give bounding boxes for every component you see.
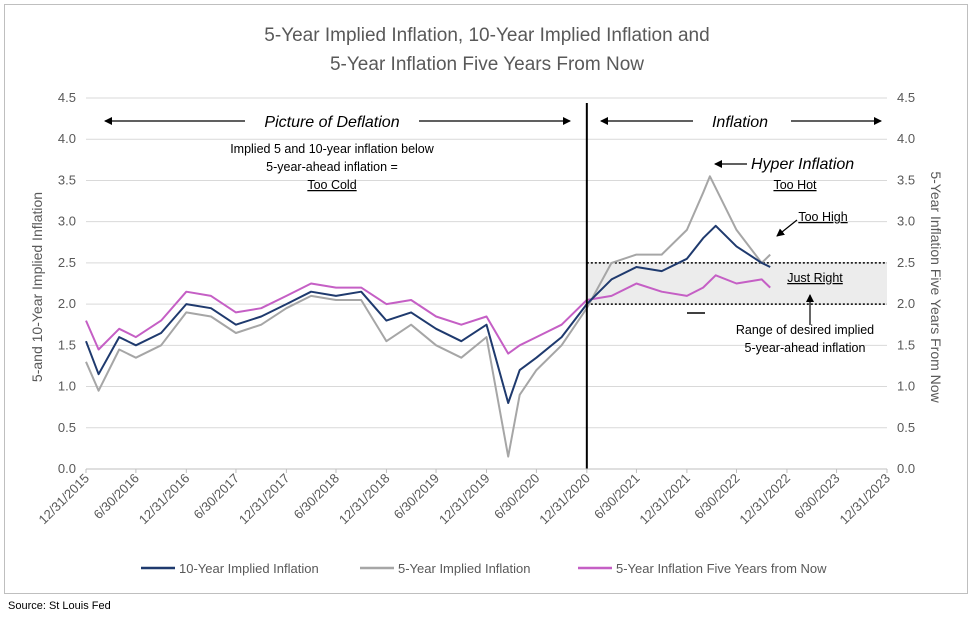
x-tick-label: 12/31/2015 [35, 471, 92, 528]
x-tick-label: 12/31/2021 [636, 471, 693, 528]
x-tick-label: 6/30/2017 [191, 471, 243, 523]
y-axis-left-ticks: 0.0 0.5 1.0 1.5 2.0 2.5 3.0 3.5 4.0 4.5 [58, 90, 76, 476]
legend-label-10yr: 10-Year Implied Inflation [179, 561, 319, 576]
x-tick-label: 6/30/2021 [591, 471, 643, 523]
x-tick-label: 12/31/2022 [736, 471, 793, 528]
y-tick-label-right: 0.5 [897, 420, 915, 435]
y-tick-label-left: 1.0 [58, 379, 76, 394]
gridlines [86, 97, 887, 429]
y-tick-label-right: 0.0 [897, 461, 915, 476]
x-tick-label: 6/30/2016 [91, 471, 143, 523]
range-note-line-2: 5-year-ahead inflation [745, 341, 866, 355]
range-note-line-1: Range of desired implied [736, 323, 874, 337]
series-line-2 [85, 274, 771, 355]
just-right-label: Just Right [787, 271, 843, 285]
chart-title-line-2: 5-Year Inflation Five Years From Now [330, 54, 644, 75]
series-layer [85, 175, 771, 458]
deflation-note-line-2: 5-year-ahead inflation = [266, 160, 398, 174]
too-cold-label: Too Cold [307, 178, 356, 192]
x-tick-label: 6/30/2023 [791, 471, 843, 523]
series-line-0 [85, 224, 771, 404]
y-tick-label-left: 4.0 [58, 131, 76, 146]
x-tick-label: 12/31/2023 [836, 471, 893, 528]
series-line-1 [85, 175, 771, 458]
too-hot-label: Too Hot [773, 178, 817, 192]
too-high-arrow [776, 219, 798, 237]
y-tick-label-right: 4.5 [897, 90, 915, 105]
y-tick-label-right: 1.0 [897, 379, 915, 394]
x-tick-label: 12/31/2019 [436, 471, 493, 528]
y-tick-label-right: 2.5 [897, 255, 915, 270]
x-tick-label: 6/30/2018 [291, 471, 343, 523]
y-tick-label-right: 3.0 [897, 214, 915, 229]
chart-title-line-1: 5-Year Implied Inflation, 10-Year Implie… [264, 25, 709, 46]
legend-label-5yr: 5-Year Implied Inflation [398, 561, 531, 576]
x-tick-label: 12/31/2018 [336, 471, 393, 528]
y-axis-right-title: 5-Year Inflation Five Years From Now [928, 171, 944, 403]
deflation-label: Picture of Deflation [264, 114, 399, 131]
source-note: Source: St Louis Fed [8, 600, 111, 612]
too-high-label: Too High [798, 210, 847, 224]
y-tick-label-left: 1.5 [58, 337, 76, 352]
x-tick-label: 12/31/2020 [536, 471, 593, 528]
legend: 10-Year Implied Inflation 5-Year Implied… [141, 561, 827, 576]
y-tick-label-left: 3.5 [58, 172, 76, 187]
x-tick-label: 12/31/2017 [236, 471, 293, 528]
y-axis-left-title: 5-and 10-Year Implied Inflation [29, 192, 45, 382]
chart-frame: 5-Year Implied Inflation, 10-Year Implie… [4, 4, 968, 594]
y-tick-label-left: 0.5 [58, 420, 76, 435]
x-tick-label: 6/30/2019 [391, 471, 443, 523]
deflation-note-line-1: Implied 5 and 10-year inflation below [230, 142, 435, 156]
x-tick-label: 12/31/2016 [136, 471, 193, 528]
hyper-inflation-label: Hyper Inflation [751, 156, 854, 173]
y-tick-label-right: 2.0 [897, 296, 915, 311]
x-axis-ticks: 12/31/20156/30/201612/31/20166/30/201712… [35, 469, 893, 527]
x-tick-label: 6/30/2020 [491, 471, 543, 523]
y-tick-label-left: 3.0 [58, 214, 76, 229]
y-tick-label-right: 4.0 [897, 131, 915, 146]
y-tick-label-right: 1.5 [897, 337, 915, 352]
inflation-label: Inflation [712, 114, 768, 131]
y-tick-label-left: 0.0 [58, 461, 76, 476]
y-tick-label-left: 2.0 [58, 296, 76, 311]
legend-label-5y5y: 5-Year Inflation Five Years from Now [616, 561, 827, 576]
y-tick-label-left: 2.5 [58, 255, 76, 270]
chart-svg: 5-Year Implied Inflation, 10-Year Implie… [29, 25, 944, 576]
y-tick-label-right: 3.5 [897, 172, 915, 187]
y-axis-right-ticks: 0.0 0.5 1.0 1.5 2.0 2.5 3.0 3.5 4.0 4.5 [897, 90, 915, 476]
y-tick-label-left: 4.5 [58, 90, 76, 105]
x-tick-label: 6/30/2022 [691, 471, 743, 523]
